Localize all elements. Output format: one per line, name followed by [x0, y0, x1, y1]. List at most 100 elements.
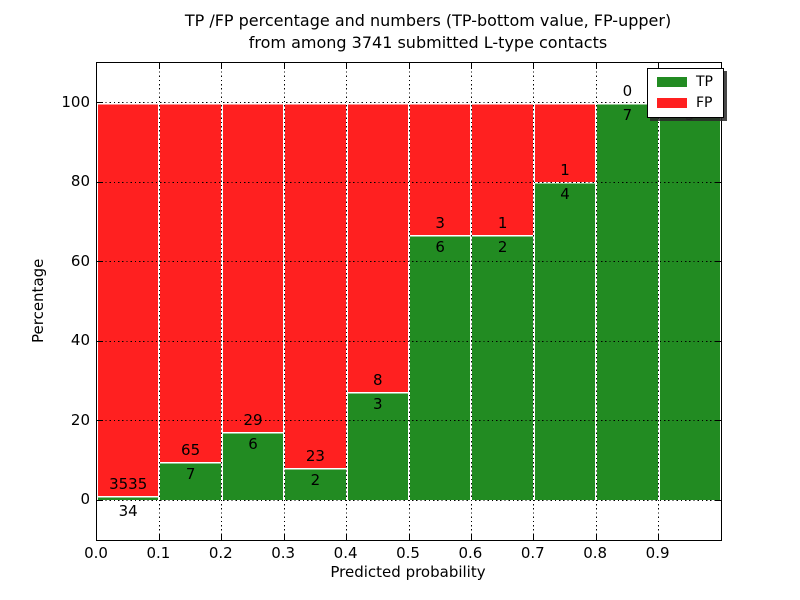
tp-bar-segment	[159, 461, 222, 501]
horizontal-gridline	[97, 102, 721, 104]
fp-count-label: 1	[497, 214, 508, 233]
chart-title: TP /FP percentage and numbers (TP-bottom…	[96, 10, 760, 54]
y-tick-mark-left	[97, 181, 103, 183]
legend-item-tp: TP	[657, 75, 713, 89]
vertical-gridline	[346, 63, 348, 540]
x-tick-mark-bottom	[408, 534, 410, 540]
tp-count-label: 34	[118, 502, 138, 521]
y-tick-mark-right	[715, 420, 721, 422]
fp-bar-segment	[471, 102, 534, 236]
y-tick-label: 20	[70, 410, 90, 429]
x-tick-label: 0.6	[458, 544, 483, 562]
fp-count-label: 8	[373, 370, 383, 389]
x-tick-mark-top	[346, 63, 348, 69]
tp-bar-segment	[596, 102, 659, 501]
x-tick-label: 0.1	[146, 544, 171, 562]
x-tick-mark-bottom	[595, 534, 597, 540]
x-tick-label: 0.7	[520, 544, 545, 562]
x-axis-label: Predicted probability	[330, 563, 486, 581]
y-tick-label: 0	[80, 490, 90, 509]
x-tick-mark-top	[470, 63, 472, 69]
y-tick-mark-right	[715, 181, 721, 183]
x-tick-label: 0.3	[271, 544, 296, 562]
fp-count-label: 1	[560, 161, 570, 180]
y-tick-mark-left	[97, 102, 103, 104]
x-tick-mark-bottom	[658, 534, 660, 540]
vertical-gridline	[533, 63, 535, 540]
x-tick-mark-bottom	[346, 534, 348, 540]
fp-count-label: 23	[305, 447, 325, 466]
horizontal-gridline	[97, 261, 721, 263]
chart-title-line2: from among 3741 submitted L-type contact…	[248, 33, 608, 52]
tp-count-label: 2	[497, 238, 508, 257]
vertical-gridline	[221, 63, 223, 540]
x-tick-mark-top	[283, 63, 285, 69]
tp-bar-segment	[346, 391, 409, 501]
fp-count-label: 3	[435, 214, 445, 233]
fp-bar-segment	[346, 102, 409, 392]
fp-color-swatch	[657, 98, 687, 108]
x-tick-mark-top	[158, 63, 160, 69]
y-tick-mark-left	[97, 420, 103, 422]
y-tick-mark-right	[715, 340, 721, 342]
tp-count-label: 2	[310, 471, 321, 490]
tp-count-label: 7	[622, 105, 633, 124]
fp-bar-segment	[221, 102, 285, 433]
legend-item-fp: FP	[657, 96, 713, 110]
y-tick-label: 40	[70, 331, 90, 350]
y-tick-mark-right	[715, 261, 721, 263]
x-tick-mark-bottom	[221, 534, 223, 540]
fp-count-label: 3535	[109, 475, 148, 494]
y-tick-label: 60	[70, 251, 90, 270]
x-tick-label: 0.4	[333, 544, 358, 562]
y-axis-label: Percentage	[29, 258, 47, 343]
y-tick-label: 80	[70, 172, 90, 191]
tp-color-swatch	[657, 77, 687, 87]
y-tick-mark-left	[97, 261, 103, 263]
y-tick-mark-left	[97, 340, 103, 342]
x-tick-mark-top	[658, 63, 660, 69]
x-tick-label: 0.0	[84, 544, 108, 562]
x-tick-label: 0.9	[645, 544, 670, 562]
horizontal-gridline	[97, 340, 721, 342]
chart-title-line1: TP /FP percentage and numbers (TP-bottom…	[184, 11, 672, 30]
vertical-gridline	[158, 63, 160, 540]
tp-bar-segment	[97, 496, 160, 501]
y-tick-mark-right	[715, 499, 721, 501]
horizontal-gridline	[97, 499, 721, 501]
x-tick-mark-top	[221, 63, 223, 69]
fp-bar-segment	[97, 102, 160, 497]
vertical-gridline	[283, 63, 285, 540]
tp-count-label: 3	[373, 394, 383, 413]
y-tick-mark-left	[97, 499, 103, 501]
fp-bar-segment	[533, 102, 597, 183]
fp-bar-segment	[159, 102, 222, 462]
plot-area: 353534657296232833612140705 TP FP	[96, 62, 724, 541]
tp-count-label: 4	[560, 185, 570, 204]
x-tick-label: 0.8	[583, 544, 608, 562]
tp-bar-segment	[284, 468, 347, 501]
x-tick-mark-top	[533, 63, 535, 69]
tp-count-label: 6	[435, 238, 445, 257]
x-tick-label: 0.5	[396, 544, 420, 562]
horizontal-gridline	[97, 181, 721, 183]
legend: TP FP	[647, 68, 724, 118]
x-tick-mark-top	[595, 63, 597, 69]
x-tick-mark-bottom	[533, 534, 535, 540]
legend-label-fp: FP	[696, 95, 713, 111]
tp-count-label: 6	[248, 435, 258, 454]
fp-count-label: 29	[243, 411, 263, 430]
x-tick-mark-bottom	[283, 534, 285, 540]
vertical-gridline	[408, 63, 410, 540]
vertical-gridline	[658, 63, 660, 540]
x-tick-mark-bottom	[158, 534, 160, 540]
fp-count-label: 0	[622, 81, 633, 100]
tp-bar-segment	[409, 235, 472, 501]
fp-bar-segment	[284, 102, 347, 469]
x-tick-mark-top	[408, 63, 410, 69]
x-tick-label: 0.2	[208, 544, 233, 562]
tp-count-label: 7	[185, 464, 196, 483]
horizontal-gridline	[97, 420, 721, 422]
y-tick-label: 100	[61, 92, 90, 111]
